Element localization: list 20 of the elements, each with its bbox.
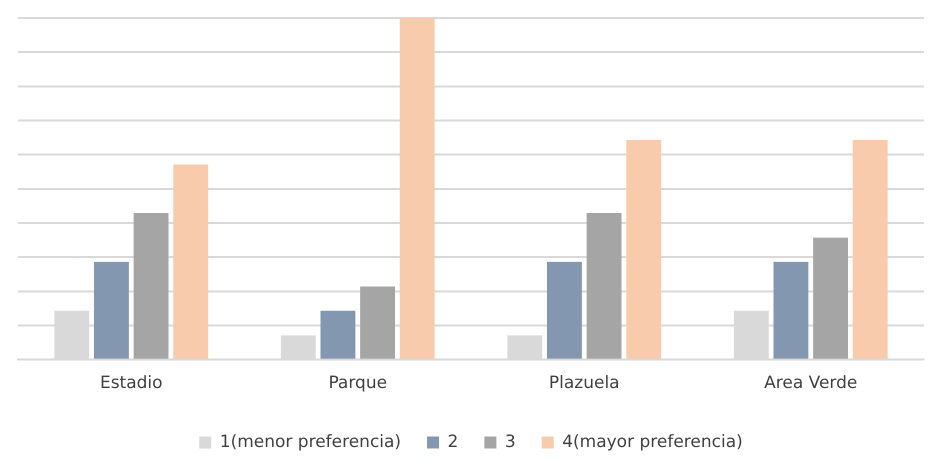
legend-label: 3 bbox=[504, 432, 516, 452]
bar bbox=[400, 18, 435, 359]
bar bbox=[320, 310, 356, 359]
x-tick-label: Plazuela bbox=[548, 373, 620, 394]
x-tick-label: Area Verde bbox=[764, 373, 858, 394]
bar bbox=[360, 286, 396, 359]
bar bbox=[773, 262, 808, 359]
bar bbox=[173, 164, 208, 359]
legend-label: 1(menor preferencia) bbox=[220, 432, 402, 452]
legend-label: 2 bbox=[448, 432, 458, 452]
x-tick-label: Estadio bbox=[100, 373, 163, 394]
bar bbox=[94, 262, 129, 359]
bar bbox=[626, 140, 662, 359]
bar bbox=[852, 140, 888, 359]
bar bbox=[134, 213, 169, 359]
bar bbox=[813, 238, 848, 359]
bar bbox=[586, 213, 622, 359]
bar bbox=[546, 262, 582, 359]
legend-label: 4(mayor preferencia) bbox=[562, 432, 743, 452]
x-tick-label: Parque bbox=[328, 373, 388, 394]
